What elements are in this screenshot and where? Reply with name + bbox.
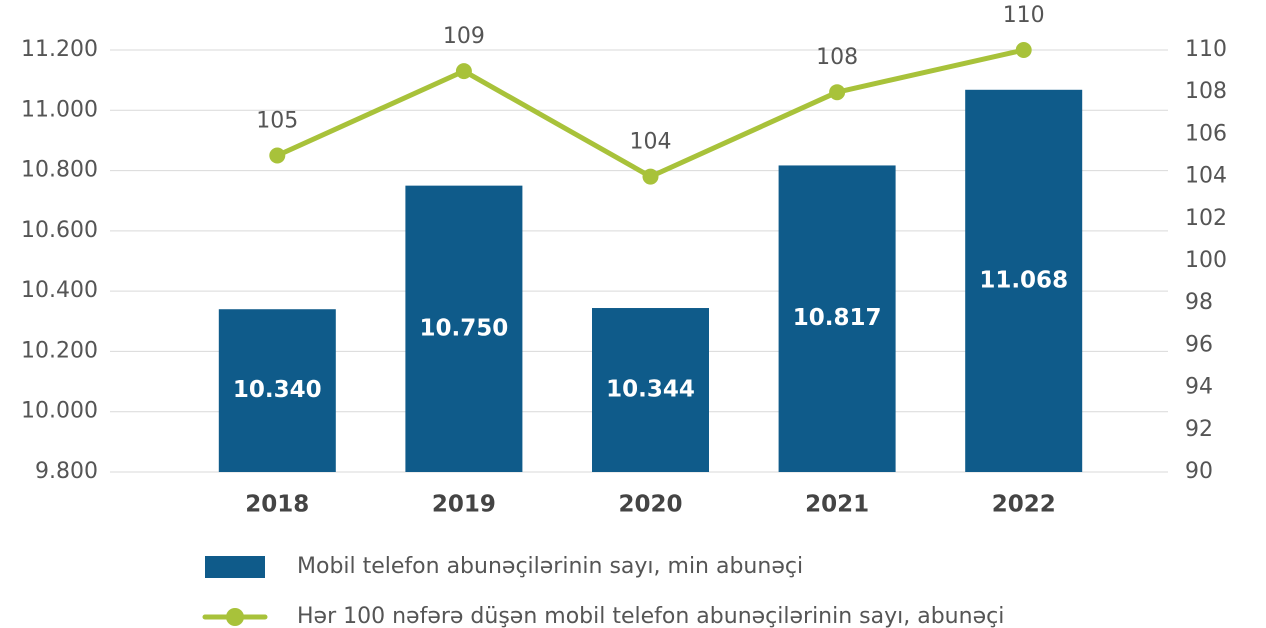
y2-tick-label: 108: [1185, 79, 1227, 104]
bar: [778, 165, 896, 472]
line-point: [1015, 42, 1032, 58]
x-tick-label: 2018: [245, 492, 309, 518]
x-tick-label: 2020: [618, 492, 682, 518]
y2-tick-label: 104: [1185, 164, 1227, 189]
y-tick-label: 11.200: [21, 37, 98, 62]
line-value-label: 108: [816, 45, 858, 70]
y-tick-label: 10.800: [21, 158, 98, 183]
bar-value-label: 10.344: [606, 377, 695, 403]
bar: [592, 308, 709, 472]
y2-tick-label: 90: [1185, 459, 1213, 484]
y-tick-label: 10.000: [21, 399, 98, 424]
y2-tick-label: 100: [1185, 248, 1227, 273]
bar: [405, 185, 523, 472]
bar-value-label: 10.340: [233, 377, 322, 403]
line-value-label: 109: [443, 24, 485, 49]
bar-value-label: 10.750: [420, 315, 509, 341]
y2-tick-label: 98: [1185, 290, 1213, 315]
y2-tick-label: 94: [1185, 375, 1213, 400]
x-tick-label: 2021: [805, 492, 869, 518]
legend-swatch-point: [226, 608, 244, 626]
y-tick-label: 10.600: [21, 218, 98, 243]
x-tick-label: 2019: [432, 492, 496, 518]
y2-tick-label: 96: [1185, 332, 1213, 357]
y2-tick-label: 92: [1185, 417, 1213, 442]
line-point: [455, 63, 472, 80]
x-tick-label: 2022: [992, 492, 1056, 518]
bar-value-label: 10.817: [793, 305, 882, 331]
y2-tick-label: 102: [1185, 206, 1227, 231]
y-tick-label: 10.200: [21, 338, 98, 363]
line-point: [829, 84, 846, 101]
line-point: [642, 168, 659, 185]
legend-label: Hər 100 nəfərə düşən mobil telefon abunə…: [297, 604, 1004, 628]
line-value-label: 110: [1003, 3, 1045, 28]
y-tick-label: 10.400: [21, 278, 98, 303]
y-tick-label: 11.000: [21, 97, 98, 122]
bar: [965, 89, 1083, 472]
bar-value-label: 11.068: [979, 267, 1068, 293]
legend-label: Mobil telefon abunəçilərinin sayı, min a…: [297, 554, 803, 579]
bar: [218, 309, 336, 472]
y2-tick-label: 106: [1185, 121, 1227, 146]
y-tick-label: 9.800: [35, 459, 98, 484]
line-value-label: 104: [630, 130, 672, 155]
line-point: [269, 147, 286, 164]
line-value-label: 105: [256, 109, 298, 134]
legend-swatch: [205, 556, 265, 578]
y2-tick-label: 110: [1185, 37, 1227, 62]
line: [276, 47, 1025, 180]
